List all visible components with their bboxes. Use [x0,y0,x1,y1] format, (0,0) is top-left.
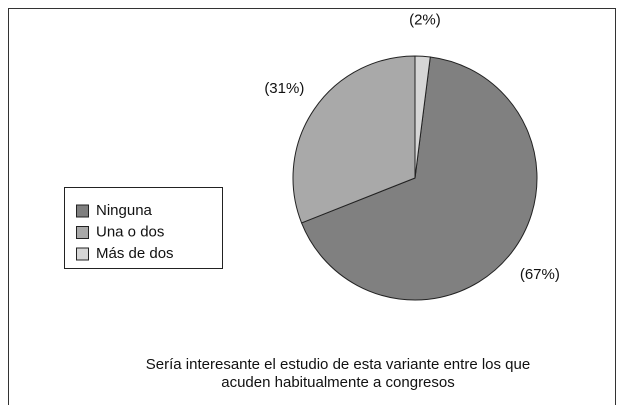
pie-slice [292,55,416,224]
legend-label: Ninguna [96,202,153,219]
legend-swatch [76,204,89,218]
legend-label: Una o dos [96,223,164,240]
frame [8,8,616,405]
caption-line: acuden habitualmente a congresos [221,374,455,391]
legend-box [64,187,223,269]
pie-slice [414,55,431,179]
pie-slice [300,56,538,301]
legend-label: Más de dos [96,245,174,262]
legend-swatch [76,247,89,261]
value-label: (31%) [264,80,304,97]
legend-swatch [76,226,89,239]
value-label: (2%) [409,11,441,28]
caption-line: Sería interesante el estudio de esta var… [146,356,530,373]
value-label: (67%) [520,266,560,283]
